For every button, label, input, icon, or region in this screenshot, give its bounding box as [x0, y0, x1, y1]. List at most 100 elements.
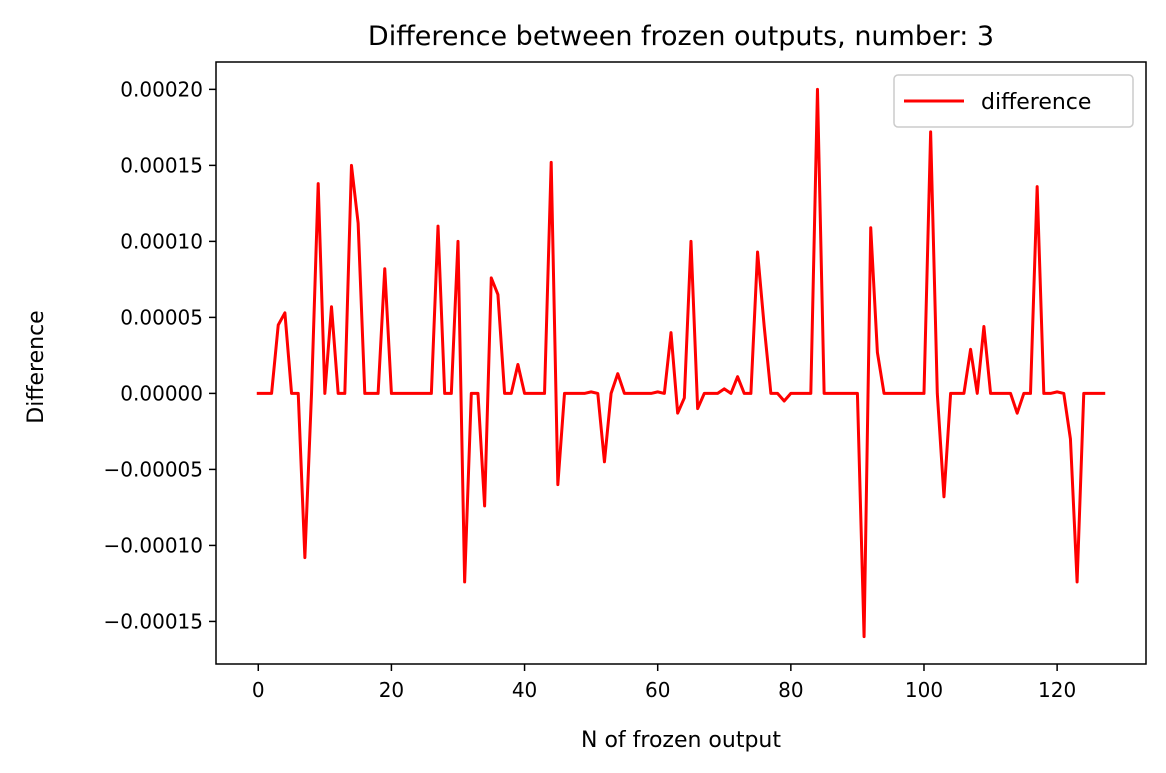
legend-box [893, 74, 1134, 128]
data-point [503, 392, 506, 395]
data-point [323, 392, 326, 395]
data-point [330, 305, 333, 308]
data-point [290, 392, 293, 395]
data-point [270, 392, 273, 395]
y-axis-label: Difference [24, 310, 49, 423]
data-point [570, 392, 573, 395]
data-point [536, 392, 539, 395]
data-point [723, 387, 726, 390]
data-point [397, 392, 400, 395]
data-point [1029, 392, 1032, 395]
data-point [1096, 392, 1099, 395]
data-point [796, 392, 799, 395]
data-point [523, 392, 526, 395]
data-point [456, 240, 459, 243]
data-point [956, 392, 959, 395]
data-point [849, 392, 852, 395]
chart-title: Difference between frozen outputs, numbe… [368, 21, 994, 52]
data-point [350, 164, 353, 167]
data-point [470, 392, 473, 395]
x-tick-label: 0 [252, 678, 265, 702]
data-point [317, 182, 320, 185]
data-point [516, 363, 519, 366]
data-point [916, 392, 919, 395]
data-point [650, 392, 653, 395]
data-point [829, 392, 832, 395]
data-point [403, 392, 406, 395]
data-point [743, 392, 746, 395]
data-point [483, 504, 486, 507]
y-tick-label: −0.00015 [104, 609, 203, 633]
data-point [1056, 390, 1059, 393]
data-point [776, 392, 779, 395]
data-point [383, 267, 386, 270]
data-point [689, 240, 692, 243]
data-point [716, 392, 719, 395]
data-point [343, 392, 346, 395]
data-point [423, 392, 426, 395]
data-point [949, 392, 952, 395]
data-point [1069, 438, 1072, 441]
data-point [277, 323, 280, 326]
x-tick-label: 40 [512, 678, 537, 702]
x-tick-label: 100 [905, 678, 943, 702]
data-point [883, 392, 886, 395]
data-point [703, 392, 706, 395]
data-point [756, 251, 759, 254]
legend: difference [893, 74, 1134, 128]
data-point [363, 392, 366, 395]
data-point [450, 392, 453, 395]
data-point [1002, 392, 1005, 395]
data-point [357, 222, 360, 225]
data-point [417, 392, 420, 395]
data-point [337, 392, 340, 395]
data-point [929, 130, 932, 133]
x-axis-ticks: 0 20 40 60 80 100 120 [252, 664, 1076, 702]
data-point [670, 331, 673, 334]
data-point [543, 392, 546, 395]
data-point [823, 392, 826, 395]
data-point [310, 392, 313, 395]
data-point [1036, 185, 1039, 188]
y-tick-label: −0.00005 [104, 457, 203, 481]
y-tick-label: 0.00010 [120, 229, 203, 253]
data-point [996, 392, 999, 395]
data-point [922, 392, 925, 395]
data-point [410, 392, 413, 395]
data-point [942, 495, 945, 498]
data-point [976, 392, 979, 395]
data-point [297, 392, 300, 395]
data-point [583, 392, 586, 395]
data-point [663, 392, 666, 395]
data-point [603, 460, 606, 463]
data-point [610, 392, 613, 395]
data-point [430, 392, 433, 395]
data-point [1016, 412, 1019, 415]
data-point [856, 392, 859, 395]
data-point [936, 392, 939, 395]
y-axis-ticks: 0.00020 0.00015 0.00010 0.00005 0.00000 −0.00… [104, 77, 216, 633]
series-line-difference [256, 87, 1106, 639]
data-point [1022, 392, 1025, 395]
data-point [390, 392, 393, 395]
x-tick-label: 20 [379, 678, 404, 702]
data-point [803, 392, 806, 395]
data-point [783, 400, 786, 403]
data-point [903, 392, 906, 395]
data-point [769, 392, 772, 395]
data-point [736, 375, 739, 378]
data-point [1062, 392, 1065, 395]
data-point [630, 392, 633, 395]
y-tick-label: 0.00000 [120, 381, 203, 405]
data-point [1089, 392, 1092, 395]
data-point [1049, 392, 1052, 395]
data-point [683, 396, 686, 399]
data-point [263, 392, 266, 395]
x-tick-label: 80 [778, 678, 803, 702]
data-point [763, 325, 766, 328]
data-point [283, 311, 286, 314]
data-point [463, 580, 466, 583]
data-point [510, 392, 513, 395]
data-point [969, 348, 972, 351]
